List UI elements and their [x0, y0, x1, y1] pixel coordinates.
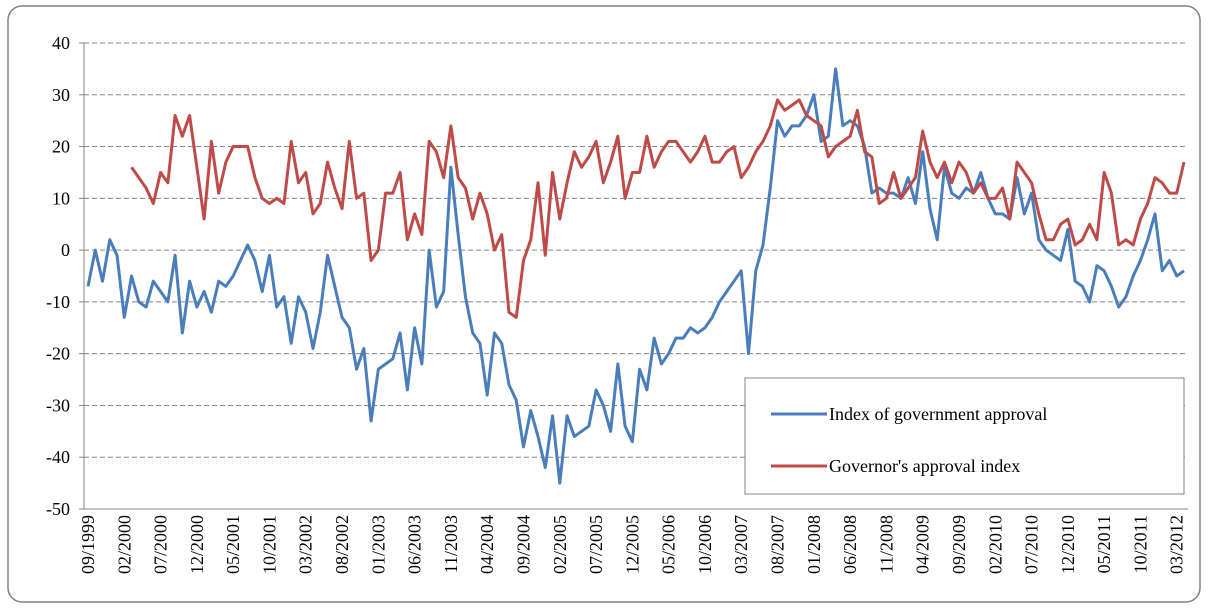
y-tick-label: 0 [61, 240, 70, 260]
y-tick-label: -40 [46, 447, 70, 467]
legend-label: Index of government approval [829, 404, 1047, 424]
x-tick-label: 01/2003 [368, 515, 388, 574]
x-tick-label: 07/2010 [1022, 515, 1042, 574]
legend-box [744, 377, 1185, 495]
x-tick-label: 09/2004 [513, 515, 533, 574]
x-tick-label: 03/2002 [296, 515, 316, 574]
x-tick-label: 09/2009 [949, 515, 969, 574]
y-tick-label: 30 [52, 85, 70, 105]
x-tick-label: 05/2011 [1094, 515, 1114, 573]
x-tick-label: 11/2008 [876, 515, 896, 573]
x-tick-label: 09/1999 [78, 515, 98, 574]
x-tick-label: 02/2005 [550, 515, 570, 574]
x-tick-label: 12/2010 [1058, 515, 1078, 574]
x-tick-label: 12/2005 [622, 515, 642, 574]
x-tick-label: 06/2003 [405, 515, 425, 574]
x-tick-label: 02/2010 [985, 515, 1005, 574]
x-tick-label: 03/2007 [731, 515, 751, 574]
x-tick-label: 06/2008 [840, 515, 860, 574]
x-tick-label: 10/2006 [695, 515, 715, 574]
legend: Index of government approval Governor's a… [744, 377, 1185, 495]
x-tick-label: 07/2005 [586, 515, 606, 574]
x-tick-label: 11/2003 [441, 515, 461, 573]
y-tick-label: 10 [52, 188, 70, 208]
x-tick-label: 05/2006 [659, 515, 679, 574]
x-tick-label: 05/2001 [223, 515, 243, 574]
x-tick-label: 12/2000 [187, 515, 207, 574]
x-tick-label: 07/2000 [151, 515, 171, 574]
x-tick-label: 02/2000 [114, 515, 134, 574]
y-tick-label: -30 [46, 395, 70, 415]
y-tick-label: -50 [46, 499, 70, 519]
x-tick-label: 04/2009 [913, 515, 933, 574]
y-tick-label: 40 [52, 33, 70, 53]
legend-label: Governor's approval index [829, 456, 1020, 476]
y-tick-label: 20 [52, 137, 70, 157]
x-tick-label: 08/2002 [332, 515, 352, 574]
y-tick-label: -20 [46, 344, 70, 364]
x-tick-label: 08/2007 [768, 515, 788, 574]
x-tick-label: 10/2011 [1130, 515, 1150, 573]
line-series [130, 98, 1186, 319]
x-tick-label: 04/2004 [477, 515, 497, 574]
y-tick-label: -10 [46, 292, 70, 312]
x-tick-label: 01/2008 [804, 515, 824, 574]
x-tick-label: 10/2001 [259, 515, 279, 574]
x-tick-label: 03/2012 [1167, 515, 1187, 574]
line-series [86, 67, 1185, 485]
